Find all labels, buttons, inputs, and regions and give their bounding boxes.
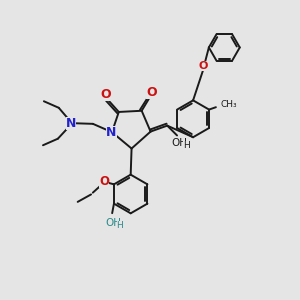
Text: N: N — [106, 126, 116, 139]
Text: OH: OH — [105, 218, 121, 228]
Text: H: H — [184, 141, 190, 150]
Text: O: O — [199, 61, 208, 71]
Text: CH₃: CH₃ — [221, 100, 238, 109]
Text: O: O — [146, 86, 157, 99]
Text: O: O — [101, 88, 111, 100]
Text: O: O — [99, 176, 110, 188]
Text: N: N — [66, 117, 76, 130]
Text: OH: OH — [171, 138, 187, 148]
Text: H: H — [116, 221, 123, 230]
